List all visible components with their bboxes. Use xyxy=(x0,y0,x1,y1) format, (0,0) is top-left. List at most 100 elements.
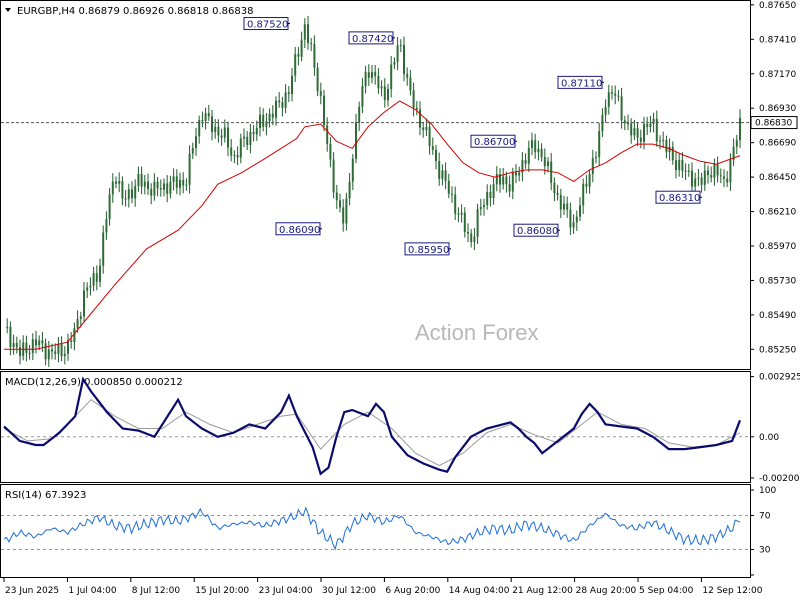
candle-body xyxy=(380,86,383,89)
candle-body xyxy=(243,136,245,139)
candle-body xyxy=(620,96,623,121)
price-tick-label: 0.86210 xyxy=(759,208,796,218)
symbol-label: EURGBP,H4 xyxy=(17,6,75,17)
candle-body xyxy=(147,181,149,189)
candle-body xyxy=(694,178,697,187)
candle-body xyxy=(121,181,124,199)
candle-body xyxy=(719,175,722,177)
candle-body xyxy=(108,194,111,220)
candle-body xyxy=(131,189,133,199)
macd-tick-label: 0.002925 xyxy=(759,373,800,383)
time-tick-label: 23 Jun 2025 xyxy=(5,586,59,596)
price-tick-label: 0.87170 xyxy=(759,70,796,80)
candle-body xyxy=(636,128,639,138)
ohlc-high: 0.86926 xyxy=(123,6,164,17)
candle-body xyxy=(351,158,354,182)
candle-body xyxy=(697,177,700,179)
candle-body xyxy=(223,127,226,138)
candle-body xyxy=(38,340,41,346)
candle-body xyxy=(438,161,441,179)
candle-body xyxy=(678,159,681,170)
macd-line xyxy=(3,376,742,476)
candle-body xyxy=(543,157,546,167)
ohlc-low: 0.86818 xyxy=(168,6,209,17)
candle-body xyxy=(278,100,281,103)
candle-body xyxy=(617,95,620,97)
candle-body xyxy=(179,179,181,188)
candle-body xyxy=(659,140,661,142)
time-tick-label: 30 Jul 12:00 xyxy=(322,586,376,596)
candle-body xyxy=(630,123,633,136)
candle-body xyxy=(671,147,674,161)
annotation-box xyxy=(348,31,394,45)
candle-body xyxy=(492,184,495,199)
candle-body xyxy=(150,188,153,196)
ohlc-open: 0.86879 xyxy=(78,6,119,17)
candle-body xyxy=(691,170,693,187)
candle-body xyxy=(441,170,444,179)
candle-body xyxy=(495,174,498,185)
candle-body xyxy=(531,140,533,148)
annotation-label: 0.87110 xyxy=(561,78,602,89)
candle-body xyxy=(339,200,341,208)
candle-body xyxy=(467,231,469,234)
sma-line xyxy=(4,100,741,350)
candle-body xyxy=(259,114,261,128)
candle-body xyxy=(435,149,437,162)
candle-body xyxy=(319,91,322,96)
candle-body xyxy=(390,64,393,89)
candle-body xyxy=(521,160,524,173)
candle-body xyxy=(399,44,402,46)
candle-body xyxy=(60,343,63,357)
candle-body xyxy=(297,54,300,57)
candle-body xyxy=(476,209,479,237)
candle-body xyxy=(556,193,559,196)
candle-body xyxy=(83,290,85,317)
candle-body xyxy=(566,203,569,210)
candle-body xyxy=(335,192,338,201)
candle-body xyxy=(454,194,457,214)
candle-body xyxy=(137,173,140,186)
candle-body xyxy=(358,106,361,123)
time-tick-label: 6 Aug 20:00 xyxy=(385,586,440,596)
candle-body xyxy=(675,160,677,170)
annotations: 0.87520 0.87420 0.86090 0.85950 0.86700 0.860… xyxy=(243,17,702,256)
candle-body xyxy=(547,161,549,167)
candle-body xyxy=(262,114,265,127)
candle-body xyxy=(31,339,34,353)
candle-body xyxy=(332,159,335,193)
candle-body xyxy=(559,195,562,210)
candle-body xyxy=(57,343,60,354)
candle-body xyxy=(92,273,95,286)
candle-body xyxy=(268,113,271,122)
annotation-label: 0.87520 xyxy=(247,20,288,31)
candle-body xyxy=(307,24,309,44)
dropdown-triangle-icon[interactable] xyxy=(5,8,11,12)
candle-body xyxy=(12,343,15,348)
candle-body xyxy=(387,88,389,101)
annotation-box xyxy=(243,17,289,31)
candle-body xyxy=(185,184,188,186)
time-tick-label: 28 Aug 20:00 xyxy=(576,586,637,596)
candle-body xyxy=(9,326,12,348)
candle-body xyxy=(579,205,581,217)
candle-body xyxy=(473,236,476,243)
candle-body xyxy=(729,159,732,183)
time-tick-label: 14 Aug 04:00 xyxy=(449,586,510,596)
candle-body xyxy=(313,44,316,68)
candle-body xyxy=(451,193,453,195)
candle-body xyxy=(361,86,364,107)
candle-body xyxy=(710,175,713,178)
candle-body xyxy=(207,113,210,117)
candle-body xyxy=(479,207,482,210)
candle-body xyxy=(505,176,508,185)
candle-body xyxy=(329,143,332,160)
candle-body xyxy=(700,177,703,185)
rsi-panel-frame xyxy=(0,484,751,578)
candle-body xyxy=(588,174,591,187)
candle-body xyxy=(409,77,412,91)
rsi-label: RSI(14) 67.3923 xyxy=(5,490,86,501)
candle-body xyxy=(703,170,706,185)
annotation-label: 0.86700 xyxy=(474,137,515,148)
